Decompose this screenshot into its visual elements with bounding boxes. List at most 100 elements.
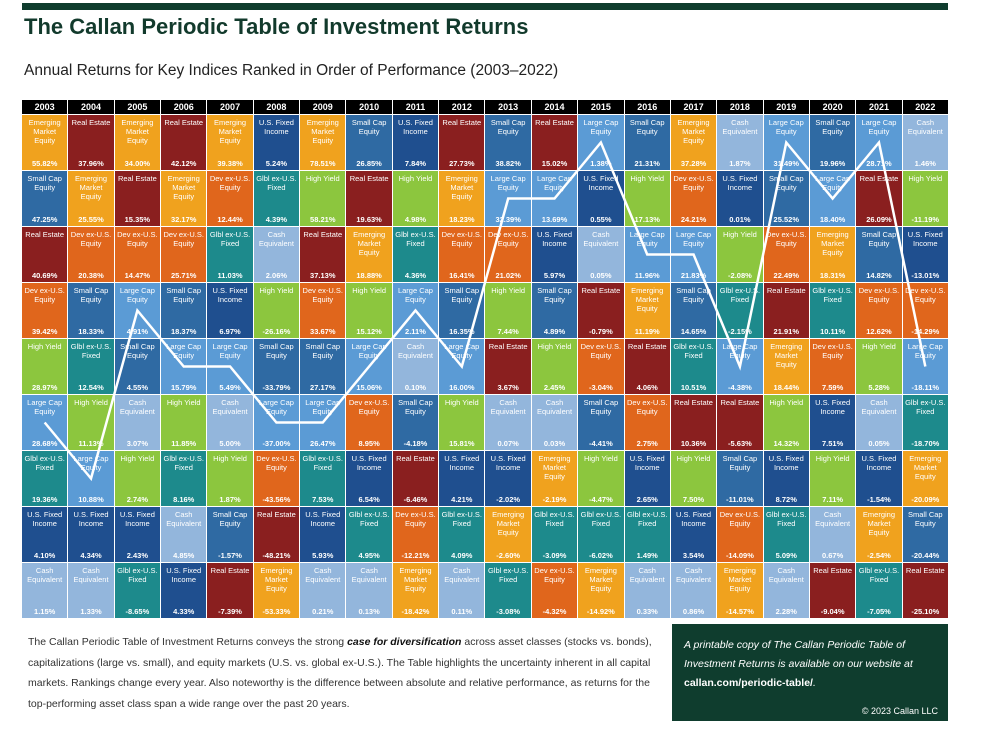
return-cell: High Yield 58.21%: [300, 171, 346, 226]
asset-name: High Yield: [120, 454, 155, 463]
return-value: 37.28%: [680, 159, 707, 168]
return-cell: Small Cap Equity 14.65%: [670, 283, 717, 338]
return-cell: Large Cap Equity 26.47%: [300, 395, 346, 450]
asset-name: Glbl ex-U.S. Fixed: [487, 566, 529, 584]
return-cell: Large Cap Equity 28.68%: [22, 395, 68, 450]
year-header: 2015: [578, 100, 624, 114]
return-value: 32.17%: [171, 215, 197, 224]
info-text: A printable copy of The Callan Periodic …: [684, 636, 939, 693]
return-value: 2.74%: [126, 495, 148, 504]
return-value: 37.13%: [310, 271, 336, 280]
return-value: 4.36%: [404, 271, 427, 280]
return-value: 18.40%: [819, 215, 846, 224]
return-value: -2.15%: [728, 327, 752, 336]
info-text-part: .: [812, 677, 816, 689]
return-value: 15.02%: [541, 159, 568, 168]
return-cell: Glbl ex-U.S. Fixed 12.54%: [68, 339, 114, 394]
return-cell: U.S. Fixed Income 5.24%: [253, 115, 300, 170]
return-value: 4.91%: [126, 327, 148, 336]
return-value: 1.87%: [729, 159, 751, 168]
asset-name: Dev ex-U.S. Equity: [905, 286, 946, 304]
return-cell: Small Cap Equity -11.01%: [717, 451, 763, 506]
asset-name: Emerging Market Equity: [677, 118, 710, 145]
return-cell: U.S. Fixed Income 0.01%: [717, 171, 763, 226]
return-cell: High Yield 1.87%: [207, 451, 253, 506]
return-value: 15.12%: [356, 327, 382, 336]
return-cell: U.S. Fixed Income 8.72%: [763, 451, 809, 506]
return-value: 25.52%: [773, 215, 799, 224]
return-value: 4.85%: [173, 551, 195, 560]
return-cell: Dev ex-U.S. Equity 21.02%: [485, 227, 531, 282]
asset-name: Real Estate: [25, 230, 65, 239]
return-cell: Dev ex-U.S. Equity 8.95%: [346, 395, 392, 450]
return-value: 28.71%: [866, 159, 892, 168]
return-cell: Dev ex-U.S. Equity 33.67%: [300, 283, 346, 338]
asset-name: Emerging Market Equity: [723, 566, 756, 593]
return-value: 4.98%: [404, 215, 427, 224]
asset-name: Dev ex-U.S. Equity: [487, 230, 529, 248]
return-value: 28.68%: [31, 439, 58, 448]
asset-name: Glbl ex-U.S. Fixed: [627, 510, 668, 528]
asset-name: Large Cap Equity: [305, 398, 341, 416]
return-value: -4.18%: [403, 439, 428, 448]
asset-name: Small Cap Equity: [861, 230, 897, 248]
asset-name: U.S. Fixed Income: [907, 230, 943, 248]
return-value: 0.86%: [682, 607, 705, 616]
return-value: 1.38%: [590, 159, 612, 168]
asset-name: Small Cap Equity: [398, 398, 433, 416]
return-cell: Large Cap Equity 28.71%: [856, 115, 902, 170]
asset-name: U.S. Fixed Income: [397, 118, 433, 136]
return-cell: Dev ex-U.S. Equity 2.75%: [624, 395, 670, 450]
asset-name: High Yield: [723, 230, 757, 239]
return-cell: Cash Equivalent 1.87%: [717, 115, 763, 170]
asset-name: Glbl ex-U.S. Fixed: [209, 230, 251, 248]
return-value: 2.28%: [775, 607, 797, 616]
return-value: 16.00%: [449, 383, 475, 392]
asset-name: Large Cap Equity: [583, 118, 619, 136]
return-cell: Emerging Market Equity 18.31%: [809, 227, 856, 282]
return-cell: High Yield -2.08%: [717, 227, 763, 282]
return-value: 5.28%: [868, 383, 890, 392]
return-cell: Real Estate -25.10%: [902, 563, 948, 618]
return-value: 31.49%: [773, 159, 799, 168]
return-cell: U.S. Fixed Income 3.54%: [670, 507, 717, 562]
return-value: 39.38%: [217, 159, 243, 168]
year-header: 2009: [300, 100, 346, 114]
return-cell: Emerging Market Equity -14.57%: [717, 563, 763, 618]
return-value: 8.95%: [358, 439, 380, 448]
return-cell: Real Estate 37.13%: [300, 227, 346, 282]
return-value: 12.44%: [217, 215, 243, 224]
return-cell: Real Estate -6.46%: [392, 451, 439, 506]
asset-name: Cash Equivalent: [583, 230, 619, 248]
return-value: 6.97%: [219, 327, 241, 336]
asset-name: High Yield: [352, 286, 386, 295]
return-value: 21.02%: [495, 271, 521, 280]
asset-name: Glbl ex-U.S. Fixed: [905, 398, 946, 416]
return-cell: Cash Equivalent 1.15%: [22, 563, 68, 618]
return-value: 18.31%: [819, 271, 846, 280]
return-value: 3.54%: [682, 551, 705, 560]
asset-name: High Yield: [583, 454, 618, 463]
asset-name: U.S. Fixed Income: [583, 174, 619, 192]
asset-name: Real Estate: [257, 510, 296, 519]
asset-name: Small Cap Equity: [537, 286, 572, 304]
return-cell: Cash Equivalent 2.28%: [763, 563, 809, 618]
return-value: 6.54%: [358, 495, 380, 504]
return-cell: Large Cap Equity 31.49%: [763, 115, 809, 170]
return-cell: Cash Equivalent 0.86%: [670, 563, 717, 618]
asset-name: Glbl ex-U.S. Fixed: [348, 510, 390, 528]
asset-name: Large Cap Equity: [537, 174, 573, 192]
return-value: 7.59%: [821, 383, 844, 392]
return-cell: U.S. Fixed Income 4.21%: [439, 451, 485, 506]
return-cell: Small Cap Equity -4.18%: [392, 395, 439, 450]
asset-name: High Yield: [815, 454, 850, 463]
return-value: 38.82%: [495, 159, 521, 168]
asset-name: Real Estate: [766, 286, 806, 295]
asset-name: Small Cap Equity: [120, 342, 155, 360]
asset-name: Glbl ex-U.S. Fixed: [673, 342, 714, 360]
year-header: 2004: [68, 100, 114, 114]
return-value: -2.54%: [867, 551, 891, 560]
return-value: 39.42%: [31, 327, 58, 336]
asset-name: Small Cap Equity: [676, 286, 711, 304]
